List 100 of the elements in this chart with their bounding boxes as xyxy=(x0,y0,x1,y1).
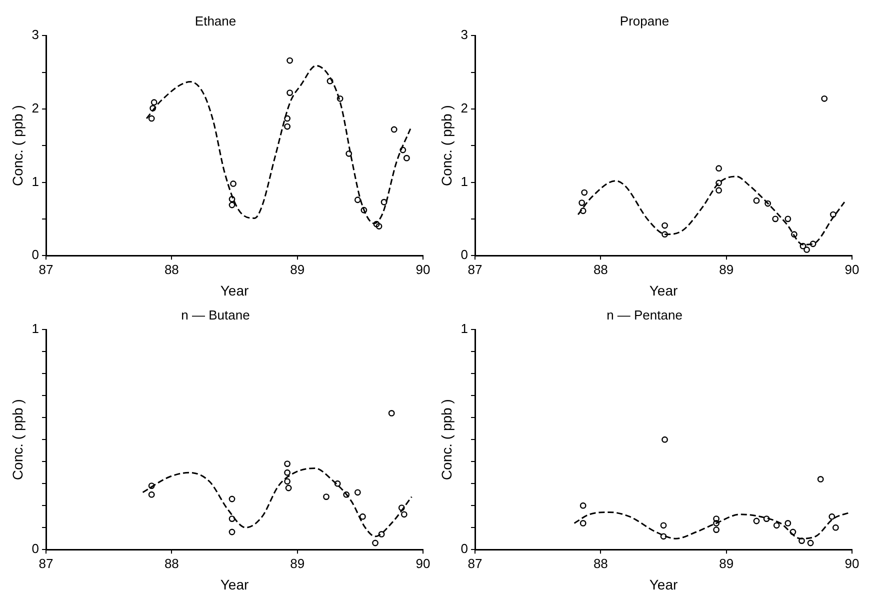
point xyxy=(228,528,236,536)
point xyxy=(228,516,236,522)
x-tick-label: 88 xyxy=(593,556,608,571)
y-tick-label: 0 xyxy=(32,541,40,556)
point xyxy=(660,533,667,540)
x-tick-label: 89 xyxy=(719,262,734,277)
x-axis-title: Year xyxy=(649,576,678,592)
point xyxy=(228,496,236,502)
point xyxy=(753,518,760,524)
y-tick-label: 1 xyxy=(460,321,468,336)
y-tick-label: 3 xyxy=(32,27,40,42)
y-tick-label: 1 xyxy=(32,174,40,189)
y-axis-title: Conc. ( ppb ) xyxy=(438,105,454,186)
point xyxy=(354,489,361,496)
point xyxy=(713,516,720,522)
point xyxy=(360,206,368,214)
x-tick-label: 88 xyxy=(164,262,179,277)
x-tick-label: 90 xyxy=(416,556,430,571)
point xyxy=(764,200,772,207)
point xyxy=(662,436,668,443)
point xyxy=(343,491,350,498)
x-tick-label: 87 xyxy=(38,262,54,277)
y-tick-label: 0 xyxy=(32,247,40,262)
x-axis-title: Year xyxy=(220,576,249,592)
point xyxy=(830,211,836,218)
x-tick-label: 88 xyxy=(164,556,179,571)
point xyxy=(326,78,334,84)
point xyxy=(334,480,341,487)
point xyxy=(713,526,720,533)
point xyxy=(763,516,770,522)
point xyxy=(784,520,792,526)
point xyxy=(400,511,408,518)
point xyxy=(716,165,722,172)
point xyxy=(580,502,586,509)
y-tick-label: 2 xyxy=(32,100,40,116)
point xyxy=(773,522,780,529)
point xyxy=(148,491,155,498)
point xyxy=(817,476,824,482)
x-axis-title: Year xyxy=(220,282,249,298)
y-tick-label: 3 xyxy=(460,27,468,42)
point xyxy=(580,208,586,214)
point xyxy=(580,520,586,526)
point xyxy=(148,115,155,122)
x-axis-title: Year xyxy=(649,282,678,298)
point xyxy=(359,513,366,520)
point xyxy=(284,469,290,476)
line-series xyxy=(142,467,412,538)
point xyxy=(388,410,395,416)
point xyxy=(336,95,344,102)
point xyxy=(398,504,405,511)
chart-title: n — Butane xyxy=(181,307,250,322)
point xyxy=(716,187,722,194)
point xyxy=(284,115,290,122)
point xyxy=(790,528,796,536)
point xyxy=(810,240,816,248)
x-tick-label: 87 xyxy=(38,556,54,571)
x-tick-label: 87 xyxy=(468,262,482,277)
point xyxy=(578,200,586,206)
x-tick-label: 89 xyxy=(290,556,305,571)
point xyxy=(228,202,236,208)
x-tick-label: 90 xyxy=(844,556,860,571)
x-tick-label: 89 xyxy=(290,262,305,277)
point xyxy=(380,198,388,206)
point xyxy=(354,196,361,204)
point xyxy=(376,223,382,230)
point xyxy=(373,220,380,228)
point xyxy=(286,57,294,64)
point xyxy=(230,180,236,187)
y-axis-title: Conc. ( ppb ) xyxy=(438,399,454,480)
y-tick-label: 0 xyxy=(460,247,468,262)
x-tick-label: 89 xyxy=(719,556,734,571)
x-tick-label: 90 xyxy=(416,262,430,277)
point xyxy=(150,105,156,112)
y-axis-title: Conc. ( ppb ) xyxy=(9,105,26,186)
y-tick-label: 1 xyxy=(32,321,40,336)
point xyxy=(403,154,410,162)
point xyxy=(372,540,378,546)
point xyxy=(286,90,294,96)
point xyxy=(821,95,828,102)
point xyxy=(346,150,352,157)
point xyxy=(400,146,406,154)
point xyxy=(660,522,667,529)
point xyxy=(804,246,810,253)
y-tick-label: 2 xyxy=(460,100,468,116)
point xyxy=(800,242,806,250)
x-tick-label: 87 xyxy=(468,556,482,571)
point xyxy=(150,99,158,106)
point xyxy=(581,189,588,196)
point xyxy=(828,513,836,520)
point xyxy=(228,196,236,202)
point xyxy=(832,524,839,531)
y-tick-label: 1 xyxy=(460,174,468,189)
point xyxy=(798,538,805,544)
point xyxy=(807,540,814,546)
chart-title: Propane xyxy=(620,13,670,28)
point xyxy=(662,222,668,229)
y-axis-title: Conc. ( ppb ) xyxy=(9,399,26,480)
x-tick-label: 90 xyxy=(844,262,860,277)
point xyxy=(284,460,290,467)
point xyxy=(285,484,292,492)
